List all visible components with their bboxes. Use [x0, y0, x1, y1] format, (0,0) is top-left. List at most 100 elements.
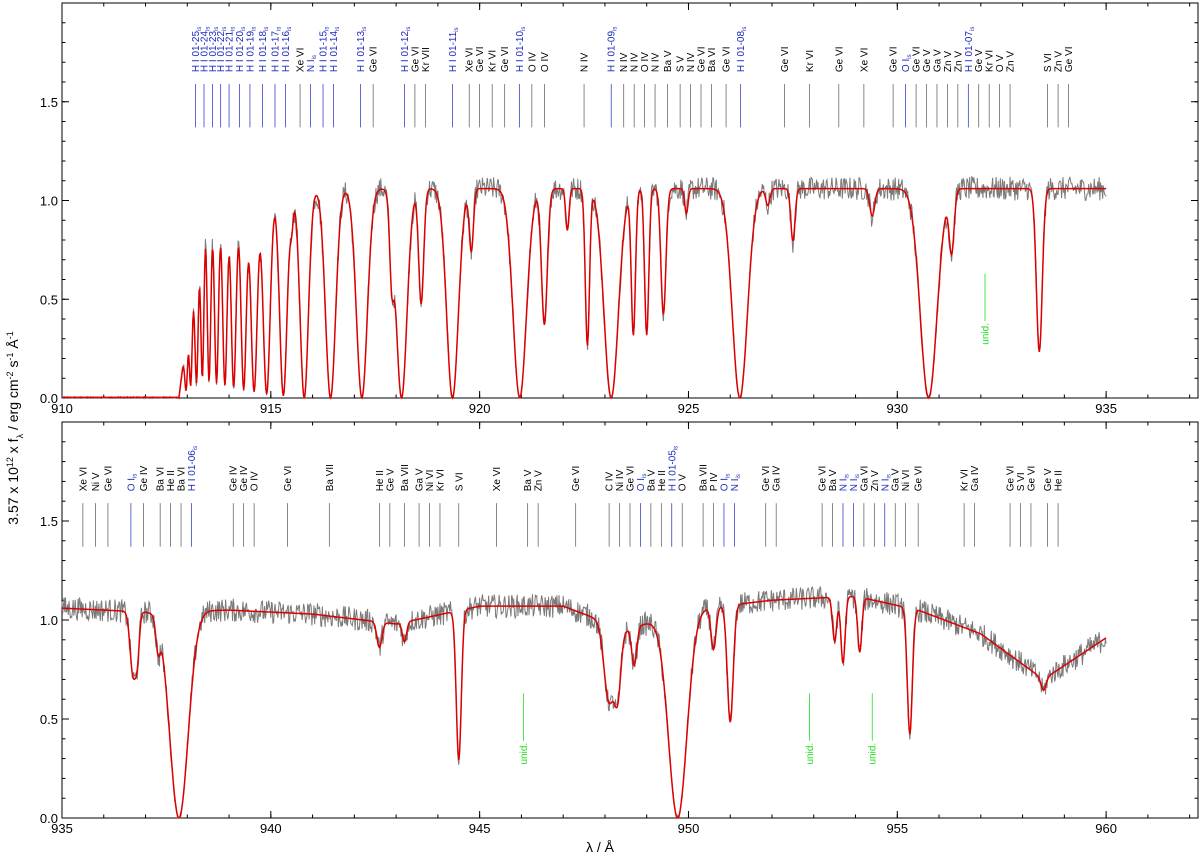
x-tick-label: 925	[678, 401, 700, 416]
line-id-label: Ge IV	[239, 465, 250, 491]
line-id-label: Ge VI	[780, 47, 791, 73]
x-tick-label: 940	[260, 821, 282, 836]
line-id-label: Ge V	[922, 49, 933, 72]
line-id-label: O IV	[527, 52, 538, 72]
y-tick-label: 0.5	[40, 712, 58, 727]
unid-label: unid.	[805, 743, 816, 765]
line-id-label: O Iis	[126, 474, 138, 492]
line-id-label: Ga V	[933, 49, 944, 72]
line-id-label: H I 01-06is	[187, 446, 199, 491]
line-id-label: Ge VI	[889, 47, 900, 73]
x-axis-title: λ / Å	[586, 839, 615, 855]
line-id-label: H I 01-24is	[200, 27, 212, 72]
line-id-label: O IV	[250, 471, 261, 491]
y-tick-label: 1.5	[40, 95, 58, 110]
line-id-label: Ba VII	[325, 464, 336, 491]
line-id-label: Ni VI	[901, 470, 912, 492]
line-id-label: H I 01-23is	[208, 27, 220, 72]
line-id-label: N IV	[580, 52, 591, 72]
x-tick-label: 955	[886, 821, 908, 836]
line-id-label: Ge VI	[475, 47, 486, 73]
line-id-label: Kr VII	[421, 47, 432, 72]
unid-label: unid.	[981, 323, 992, 345]
line-id-label: N IV	[686, 52, 697, 72]
y-tick-label: 0.0	[40, 811, 58, 826]
line-id-label: Ge VI	[761, 466, 772, 492]
line-id-label: H I 01-14is	[329, 27, 341, 72]
line-id-label: Ge V	[385, 468, 396, 491]
line-id-label: Ba V	[646, 469, 657, 491]
line-id-label: Ba V	[828, 469, 839, 491]
line-id-label: S VI	[1043, 53, 1054, 72]
line-id-label: O V	[678, 474, 689, 492]
line-id-label: S V	[676, 56, 687, 72]
x-tick-label: 935	[51, 821, 73, 836]
x-tick-label: 960	[1095, 821, 1117, 836]
line-id-label: Ge VI	[818, 466, 829, 492]
line-id-label: Ga IV	[772, 465, 783, 491]
line-id-label: S VI	[454, 472, 465, 491]
line-id-label: N IV	[630, 52, 641, 72]
line-id-label: Xe VI	[78, 467, 89, 491]
line-id-label: Xe VI	[296, 48, 307, 72]
model-spectrum	[62, 187, 1107, 400]
line-id-label: Xe VI	[492, 467, 503, 491]
x-tick-label: 945	[469, 821, 491, 836]
line-id-label: Ba V	[523, 469, 534, 491]
line-id-label: H I 01-17is	[271, 27, 283, 72]
line-id-label: He II	[657, 470, 668, 491]
line-id-label: H I 01-22is	[216, 27, 228, 72]
line-id-label: O IV	[640, 52, 651, 72]
line-id-label: Ge IV	[229, 465, 240, 491]
line-id-label: Ga VI	[859, 466, 870, 492]
line-id-label: N IV	[619, 52, 630, 72]
line-id-label: H I 01-15is	[319, 27, 331, 72]
line-id-label: Zn V	[943, 51, 954, 72]
line-id-label: H I 01-13is	[356, 27, 368, 72]
line-id-label: H I 01-19is	[245, 27, 257, 72]
line-id-label: S VI	[1016, 472, 1027, 491]
line-id-label: He II	[375, 470, 386, 491]
line-id-label: H I 01-20is	[235, 27, 247, 72]
line-id-label: Zn V	[870, 470, 881, 491]
line-id-label: Xe VI	[859, 48, 870, 72]
line-id-label: H I 01-10is	[515, 27, 527, 72]
line-id-label: Ge VI	[722, 47, 733, 73]
model-spectrum	[61, 595, 1107, 819]
svg-text:3.57 x 1012 x fλ / erg cm-2 s-: 3.57 x 1012 x fλ / erg cm-2 s-1 Å-1	[5, 331, 25, 524]
unid-label: unid.	[868, 743, 879, 765]
line-id-label: Ba VII	[400, 464, 411, 491]
line-id-label: Ge IV	[139, 465, 150, 491]
y-tick-label: 0.0	[40, 391, 58, 406]
line-id-label: Ge VI	[1064, 47, 1075, 73]
line-id-label: O Iis	[636, 474, 648, 492]
line-id-label: Ba VI	[156, 467, 167, 491]
y-tick-label: 0.5	[40, 292, 58, 307]
line-id-label: H I 01-18is	[258, 27, 270, 72]
line-id-label: Ni V	[91, 472, 102, 491]
y-tick-label: 1.5	[40, 514, 58, 529]
x-tick-label: 910	[51, 401, 73, 416]
line-id-label: O IV	[540, 52, 551, 72]
y-tick-label: 1.0	[40, 613, 58, 628]
line-id-label: Ge VI	[103, 466, 114, 492]
line-id-label: Ge VI	[283, 466, 294, 492]
line-id-label: Ge VI	[410, 47, 421, 73]
line-id-label: Xe VI	[465, 48, 476, 72]
y-axis-title: 3.57 x 1012 x fλ / erg cm-2 s-1 Å-1	[5, 331, 25, 524]
line-id-label: Ge V	[1043, 468, 1054, 491]
line-id-label: O V	[995, 55, 1006, 73]
line-id-label: N Iis	[306, 55, 318, 72]
line-id-label: Ba V	[663, 50, 674, 72]
line-id-label: Ge VI	[500, 47, 511, 73]
line-id-label: Ba VI	[177, 467, 188, 491]
line-id-label: O Iis	[901, 54, 913, 72]
line-id-label: C IV	[605, 472, 616, 492]
line-id-label: H I 01-16is	[281, 27, 293, 72]
line-id-label: O Iis	[720, 474, 732, 492]
x-tick-label: 920	[469, 401, 491, 416]
line-id-label: Ge V	[974, 49, 985, 72]
line-id-label: H I 01-07is	[964, 27, 976, 72]
line-id-label: Ga IV	[970, 465, 981, 491]
